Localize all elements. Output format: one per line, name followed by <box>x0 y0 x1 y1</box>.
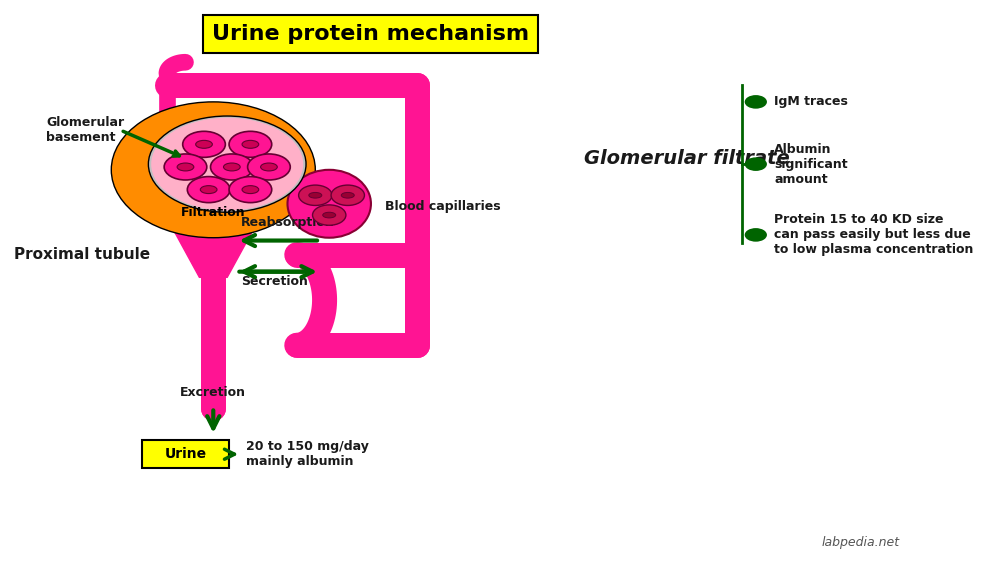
Circle shape <box>164 154 207 180</box>
Ellipse shape <box>242 186 259 194</box>
Text: Albumin
significant
amount: Albumin significant amount <box>774 143 848 186</box>
Circle shape <box>299 185 332 205</box>
Ellipse shape <box>201 186 217 194</box>
Ellipse shape <box>242 140 259 148</box>
Text: Protein 15 to 40 KD size
can pass easily but less due
to low plasma concentratio: Protein 15 to 40 KD size can pass easily… <box>774 213 974 256</box>
Text: Secretion: Secretion <box>241 275 308 288</box>
Text: Reabsorption: Reabsorption <box>241 216 335 229</box>
Ellipse shape <box>323 212 336 218</box>
Ellipse shape <box>224 163 240 171</box>
Text: Urine: Urine <box>165 447 207 461</box>
Text: IgM traces: IgM traces <box>774 96 848 108</box>
Circle shape <box>744 228 767 242</box>
Circle shape <box>151 118 304 211</box>
Text: Excretion: Excretion <box>180 386 247 399</box>
Circle shape <box>313 205 346 225</box>
Circle shape <box>229 177 272 203</box>
Text: Proximal tubule: Proximal tubule <box>14 247 150 262</box>
Text: Glomerular
basement: Glomerular basement <box>46 116 125 144</box>
Circle shape <box>744 157 767 171</box>
Circle shape <box>149 116 306 212</box>
Ellipse shape <box>342 192 355 198</box>
Circle shape <box>188 177 230 203</box>
Ellipse shape <box>261 163 278 171</box>
Text: 20 to 150 mg/day
mainly albumin: 20 to 150 mg/day mainly albumin <box>246 440 369 469</box>
Text: Filtration: Filtration <box>181 206 246 218</box>
Circle shape <box>331 185 365 205</box>
Text: Urine protein mechanism: Urine protein mechanism <box>213 24 529 44</box>
Text: Blood capillaries: Blood capillaries <box>385 200 500 213</box>
Polygon shape <box>172 226 255 277</box>
Ellipse shape <box>177 163 194 171</box>
Circle shape <box>211 154 253 180</box>
Ellipse shape <box>196 140 213 148</box>
Circle shape <box>744 95 767 109</box>
Ellipse shape <box>309 192 322 198</box>
Circle shape <box>248 154 291 180</box>
Text: labpedia.net: labpedia.net <box>821 536 899 549</box>
FancyBboxPatch shape <box>142 440 229 468</box>
Circle shape <box>229 131 272 157</box>
Ellipse shape <box>111 102 316 238</box>
Ellipse shape <box>288 170 371 238</box>
Text: Glomerular filtrate: Glomerular filtrate <box>584 149 790 168</box>
Circle shape <box>183 131 226 157</box>
